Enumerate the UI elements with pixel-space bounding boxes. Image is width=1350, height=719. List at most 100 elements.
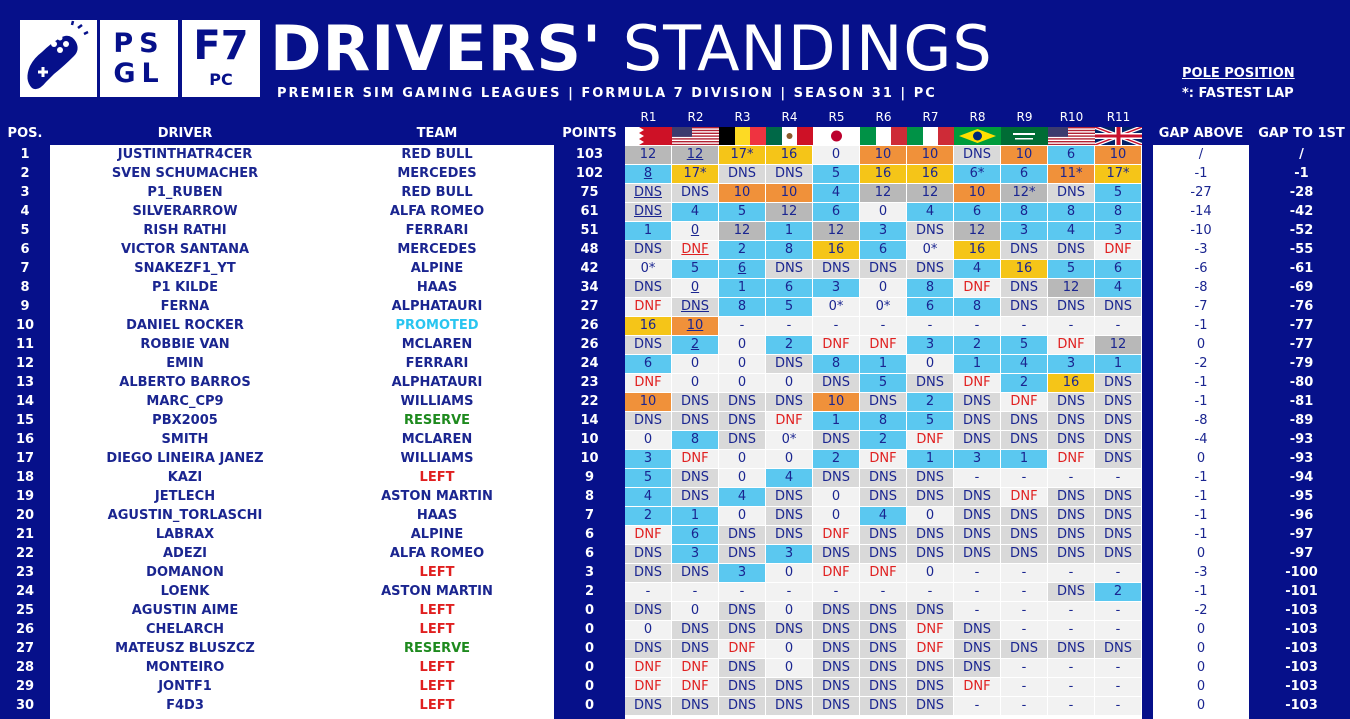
result-cell: DNS xyxy=(954,658,1000,677)
result-cell: DNS xyxy=(1001,639,1047,658)
result-cell: DNS xyxy=(766,525,812,544)
result-cell: 0 xyxy=(719,373,765,392)
result-cell: - xyxy=(954,468,1000,487)
result-cell: 8 xyxy=(907,278,953,297)
result-cell: 1 xyxy=(860,354,906,373)
result-cell: 12 xyxy=(1048,278,1094,297)
row-points: 27 xyxy=(580,299,599,314)
row-gap-first: -79 xyxy=(1289,356,1314,371)
result-cell: - xyxy=(1001,316,1047,335)
result-cell: DNS xyxy=(672,183,718,202)
row-points: 34 xyxy=(580,280,599,295)
row-gap-first: -69 xyxy=(1289,280,1314,295)
round-header-r4: R4 xyxy=(781,110,798,124)
result-cell: DNS xyxy=(1048,183,1094,202)
result-cell: 6 xyxy=(1048,145,1094,164)
result-cell: DNF xyxy=(1001,487,1047,506)
flag-usa-icon xyxy=(672,127,719,145)
result-cell: 5 xyxy=(719,202,765,221)
row-points: 0 xyxy=(584,641,595,656)
row-driver-name: ROBBIE VAN xyxy=(140,337,230,352)
page-subtitle: PREMIER SIM GAMING LEAGUES | FORMULA 7 D… xyxy=(277,86,937,101)
result-cell: DNS xyxy=(813,544,859,563)
result-cell: DNS xyxy=(672,392,718,411)
row-team-name: LEFT xyxy=(419,470,455,485)
row-position: 20 xyxy=(15,508,35,523)
result-cell: DNS xyxy=(625,335,671,354)
result-cell: 8 xyxy=(719,297,765,316)
row-gap-first: -1 xyxy=(1294,166,1309,181)
round-header-r3: R3 xyxy=(734,110,751,124)
row-driver-name: SILVERARROW xyxy=(132,204,238,219)
result-cell: DNS xyxy=(1095,297,1141,316)
result-cell: 6 xyxy=(813,202,859,221)
row-position: 12 xyxy=(15,356,35,371)
result-cell: 0* xyxy=(860,297,906,316)
row-driver-name: DIEGO LINEIRA JANEZ xyxy=(106,451,264,466)
row-position: 17 xyxy=(15,451,35,466)
row-position: 2 xyxy=(20,166,30,181)
result-cell: 12 xyxy=(813,221,859,240)
result-cell: DNS xyxy=(907,601,953,620)
result-cell: 16 xyxy=(860,164,906,183)
result-cell: 16 xyxy=(954,240,1000,259)
result-cell: DNF xyxy=(672,658,718,677)
result-cell: DNS xyxy=(1095,639,1141,658)
row-position: 6 xyxy=(20,242,30,257)
result-cell: - xyxy=(1095,468,1141,487)
flag-usa-2-icon xyxy=(1048,127,1095,145)
row-driver-name: P1 KILDE xyxy=(152,280,218,295)
result-cell: 6 xyxy=(954,202,1000,221)
round-header-r8: R8 xyxy=(969,110,986,124)
result-cell: 3 xyxy=(860,221,906,240)
row-gap-first: -93 xyxy=(1289,432,1314,447)
row-points: 8 xyxy=(584,489,595,504)
result-cell: DNS xyxy=(907,468,953,487)
row-gap-above: -10 xyxy=(1190,223,1212,238)
row-team-name: LEFT xyxy=(419,603,455,618)
result-cell: DNS xyxy=(719,544,765,563)
result-cell: DNS xyxy=(860,601,906,620)
result-cell: 5 xyxy=(1001,335,1047,354)
row-points: 14 xyxy=(580,413,599,428)
row-gap-first: -97 xyxy=(1289,527,1314,542)
result-cell: DNS xyxy=(954,411,1000,430)
result-cell: 8 xyxy=(672,430,718,449)
row-points: 26 xyxy=(580,337,599,352)
flag-bahrain-icon xyxy=(625,127,672,145)
row-gap-first: -28 xyxy=(1289,185,1314,200)
result-cell: 0 xyxy=(719,449,765,468)
result-cell: 5 xyxy=(1048,259,1094,278)
row-gap-above: -6 xyxy=(1194,261,1208,276)
row-position: 24 xyxy=(15,584,35,599)
result-cell: DNF xyxy=(625,658,671,677)
result-cell: - xyxy=(625,582,671,601)
result-cell: - xyxy=(766,316,812,335)
row-driver-name: CHELARCH xyxy=(145,622,225,637)
result-cell: DNF xyxy=(672,240,718,259)
result-cell: 12 xyxy=(907,183,953,202)
result-cell: - xyxy=(1048,620,1094,639)
result-cell: 5 xyxy=(907,411,953,430)
result-cell: 3 xyxy=(954,449,1000,468)
result-cell: 11* xyxy=(1048,164,1094,183)
row-gap-above: -8 xyxy=(1194,413,1208,428)
result-cell: DNS xyxy=(907,259,953,278)
logo-psgl-bottom: GL xyxy=(113,58,165,89)
result-cell: DNS xyxy=(954,430,1000,449)
result-cell: 16 xyxy=(1001,259,1047,278)
row-gap-above: -1 xyxy=(1194,470,1208,485)
row-team-name: FERRARI xyxy=(405,223,469,238)
result-cell: - xyxy=(860,582,906,601)
flag-mexico-icon xyxy=(766,127,813,145)
row-position: 16 xyxy=(15,432,35,447)
result-cell: DNS xyxy=(625,639,671,658)
row-team-name: LEFT xyxy=(419,698,455,713)
row-position: 29 xyxy=(15,679,35,694)
row-gap-first: -81 xyxy=(1289,394,1314,409)
result-cell: DNS xyxy=(954,639,1000,658)
row-position: 9 xyxy=(20,299,30,314)
result-cell: DNS xyxy=(954,620,1000,639)
result-cell: DNS xyxy=(719,601,765,620)
result-cell: 0 xyxy=(625,430,671,449)
